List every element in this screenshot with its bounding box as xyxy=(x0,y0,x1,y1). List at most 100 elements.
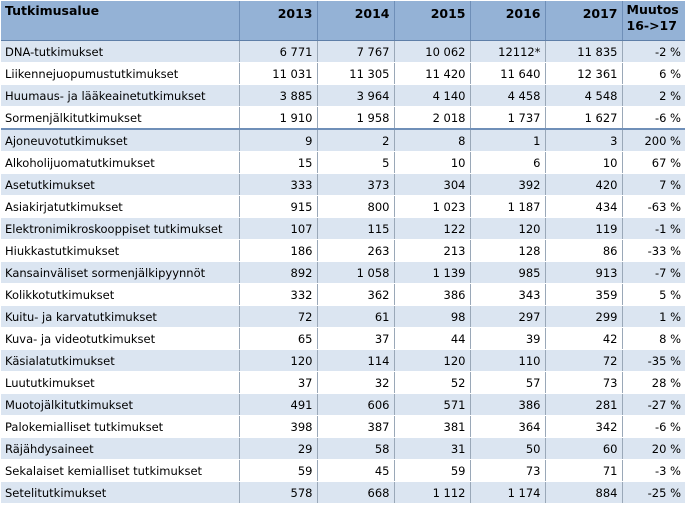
cell-change: -1 % xyxy=(622,217,685,240)
cell-value-2016: 57 xyxy=(470,371,546,394)
cell-change: 1 % xyxy=(622,305,685,328)
cell-value-2015: 1 112 xyxy=(394,481,471,504)
cell-category: Sekalaiset kemialliset tutkimukset xyxy=(1,459,240,482)
cell-value-2013: 1 910 xyxy=(239,106,318,130)
cell-value-2016: 6 xyxy=(470,151,546,174)
cell-category: Kuva- ja videotutkimukset xyxy=(1,327,240,350)
cell-value-2013: 892 xyxy=(239,261,318,284)
cell-category: Asiakirjatutkimukset xyxy=(1,195,240,218)
cell-value-2017: 11 835 xyxy=(545,40,623,63)
cell-category: Hiukkastutkimukset xyxy=(1,239,240,262)
cell-value-2017: 4 548 xyxy=(545,84,623,107)
cell-category: Elektronimikroskooppiset tutkimukset xyxy=(1,217,240,240)
cell-value-2016: 1 174 xyxy=(470,481,546,504)
cell-value-2014: 1 958 xyxy=(317,106,395,130)
header-row: Tutkimusalue 2013 2014 2015 2016 2017 Mu… xyxy=(1,1,685,41)
cell-value-2014: 362 xyxy=(317,283,395,306)
cell-value-2014: 5 xyxy=(317,151,395,174)
table-row: Sormenjälkitutkimukset 1 910 1 958 2 018 1 7… xyxy=(1,106,685,130)
cell-value-2017: 12 361 xyxy=(545,62,623,85)
cell-change: 200 % xyxy=(622,129,685,152)
cell-value-2014: 3 964 xyxy=(317,84,395,107)
table-row: Kansainväliset sormenjälkipyynnöt 892 1 05… xyxy=(1,261,685,284)
cell-value-2013: 120 xyxy=(239,349,318,372)
cell-category: DNA-tutkimukset xyxy=(1,40,240,63)
cell-value-2014: 61 xyxy=(317,305,395,328)
cell-change: -6 % xyxy=(622,415,685,438)
cell-value-2014: 606 xyxy=(317,393,395,416)
cell-change: 5 % xyxy=(622,283,685,306)
cell-change: 8 % xyxy=(622,327,685,350)
table-body: DNA-tutkimukset 6 771 7 767 10 062 12112* 11 … xyxy=(1,40,685,504)
cell-value-2014: 58 xyxy=(317,437,395,460)
header-change-line1: Muutos xyxy=(626,2,679,17)
cell-value-2015: 1 023 xyxy=(394,195,471,218)
cell-value-2014: 37 xyxy=(317,327,395,350)
table-row: Kuva- ja videotutkimukset 65 37 44 39 42 8 % xyxy=(1,327,685,350)
table-row: Elektronimikroskooppiset tutkimukset 107 1… xyxy=(1,217,685,240)
header-year-2016: 2016 xyxy=(470,1,546,41)
cell-value-2017: 913 xyxy=(545,261,623,284)
cell-change: 6 % xyxy=(622,62,685,85)
cell-value-2015: 2 018 xyxy=(394,106,471,130)
cell-value-2014: 373 xyxy=(317,173,395,196)
cell-value-2014: 115 xyxy=(317,217,395,240)
cell-value-2014: 2 xyxy=(317,129,395,152)
cell-value-2015: 381 xyxy=(394,415,471,438)
cell-category: Ajoneuvotutkimukset xyxy=(1,129,240,152)
cell-value-2016: 120 xyxy=(470,217,546,240)
cell-value-2014: 114 xyxy=(317,349,395,372)
cell-value-2016: 1 187 xyxy=(470,195,546,218)
cell-value-2014: 263 xyxy=(317,239,395,262)
table-row: Alkoholijuomatutkimukset 15 5 10 6 10 67 % xyxy=(1,151,685,174)
cell-category: Sormenjälkitutkimukset xyxy=(1,106,240,130)
cell-value-2015: 571 xyxy=(394,393,471,416)
header-year-2013: 2013 xyxy=(239,1,318,41)
cell-value-2016: 985 xyxy=(470,261,546,284)
table-row: Asetutkimukset 333 373 304 392 420 7 % xyxy=(1,173,685,196)
header-change: Muutos 16->17 xyxy=(622,1,685,41)
cell-value-2016: 297 xyxy=(470,305,546,328)
cell-category: Kolikkotutkimukset xyxy=(1,283,240,306)
table-row: Sekalaiset kemialliset tutkimukset 59 45 59… xyxy=(1,459,685,482)
cell-value-2016: 50 xyxy=(470,437,546,460)
cell-value-2013: 6 771 xyxy=(239,40,318,63)
cell-value-2016: 392 xyxy=(470,173,546,196)
cell-value-2017: 60 xyxy=(545,437,623,460)
cell-category: Liikennejuopumustutkimukset xyxy=(1,62,240,85)
table-row: Muotojälkitutkimukset 491 606 571 386 281 -27 … xyxy=(1,393,685,416)
cell-value-2016: 4 458 xyxy=(470,84,546,107)
cell-value-2013: 915 xyxy=(239,195,318,218)
cell-value-2017: 10 xyxy=(545,151,623,174)
cell-change: 7 % xyxy=(622,173,685,196)
cell-value-2016: 110 xyxy=(470,349,546,372)
header-year-2015: 2015 xyxy=(394,1,471,41)
header-tutkimusalue: Tutkimusalue xyxy=(1,1,240,41)
cell-value-2013: 332 xyxy=(239,283,318,306)
cell-value-2014: 32 xyxy=(317,371,395,394)
cell-value-2015: 120 xyxy=(394,349,471,372)
cell-value-2015: 44 xyxy=(394,327,471,350)
table-row: Ajoneuvotutkimukset 9 2 8 1 3 200 % xyxy=(1,129,685,152)
cell-value-2017: 884 xyxy=(545,481,623,504)
cell-value-2016: 128 xyxy=(470,239,546,262)
cell-value-2013: 333 xyxy=(239,173,318,196)
cell-value-2017: 420 xyxy=(545,173,623,196)
cell-change: -3 % xyxy=(622,459,685,482)
cell-value-2017: 119 xyxy=(545,217,623,240)
cell-value-2016: 364 xyxy=(470,415,546,438)
cell-change: -35 % xyxy=(622,349,685,372)
cell-change: 28 % xyxy=(622,371,685,394)
cell-value-2013: 72 xyxy=(239,305,318,328)
cell-value-2013: 37 xyxy=(239,371,318,394)
cell-value-2013: 398 xyxy=(239,415,318,438)
cell-value-2013: 578 xyxy=(239,481,318,504)
cell-value-2016: 386 xyxy=(470,393,546,416)
cell-value-2015: 213 xyxy=(394,239,471,262)
cell-value-2014: 800 xyxy=(317,195,395,218)
table-row: Kolikkotutkimukset 332 362 386 343 359 5 % xyxy=(1,283,685,306)
table-row: Räjähdysaineet 29 58 31 50 60 20 % xyxy=(1,437,685,460)
cell-value-2013: 29 xyxy=(239,437,318,460)
cell-value-2014: 7 767 xyxy=(317,40,395,63)
